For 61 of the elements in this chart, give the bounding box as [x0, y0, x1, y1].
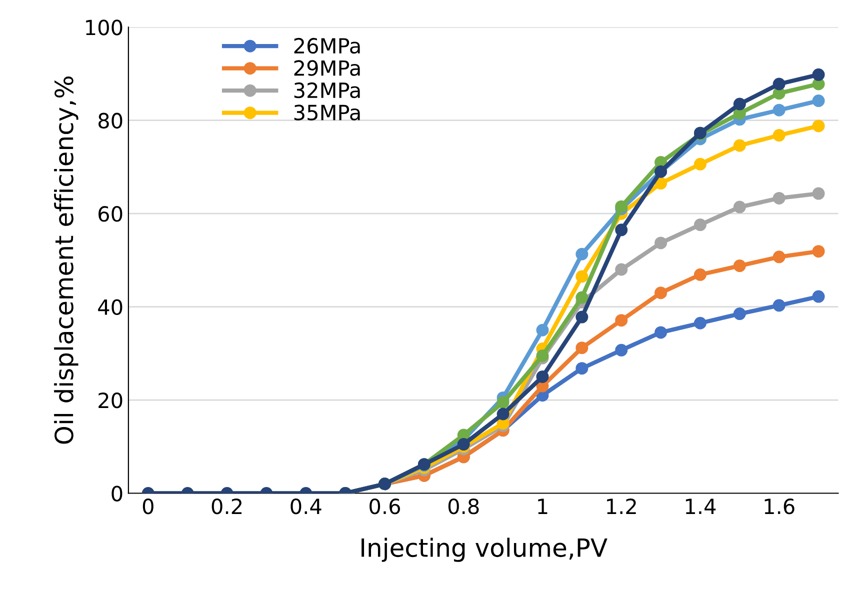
- point: [694, 268, 706, 281]
- point: [576, 270, 588, 283]
- y-tick-label: 60: [98, 206, 122, 222]
- point: [733, 139, 746, 152]
- point: [733, 200, 746, 214]
- point: [733, 260, 746, 272]
- point: [654, 236, 668, 250]
- point: [812, 245, 825, 258]
- x-tick-label: 0: [142, 498, 154, 514]
- point: [615, 263, 628, 276]
- x-tick-label: 0.8: [448, 498, 479, 514]
- point: [615, 200, 628, 213]
- point: [496, 396, 510, 409]
- legend-label: 29MPa: [294, 60, 360, 76]
- y-tick-label: 40: [98, 299, 122, 316]
- point: [536, 370, 549, 383]
- point: [772, 129, 786, 142]
- y-tick-label: 0: [112, 486, 122, 502]
- point: [733, 98, 746, 110]
- point: [576, 248, 588, 260]
- point: [496, 408, 510, 420]
- x-tick-label: 1: [538, 498, 548, 514]
- point: [772, 78, 786, 90]
- x-axis-title: Injecting volume,PV: [362, 538, 608, 562]
- point: [812, 120, 825, 132]
- x-tick-label: 0.2: [212, 498, 242, 514]
- point: [536, 324, 549, 336]
- point: [576, 342, 588, 354]
- point: [812, 187, 825, 200]
- x-tick-label: 1.2: [607, 498, 636, 514]
- point: [733, 308, 746, 320]
- point: [812, 290, 825, 303]
- point: [772, 299, 786, 312]
- legend-label: 26MPa: [294, 38, 360, 54]
- point: [615, 344, 628, 356]
- point: [576, 291, 588, 304]
- x-tick-label: 0.4: [290, 498, 322, 514]
- point: [812, 94, 825, 108]
- y-tick-label: 20: [98, 392, 122, 408]
- y-axis-title: Oil displacement efficiency,%: [54, 76, 78, 444]
- legend-label: 32MPa: [294, 82, 360, 98]
- point: [772, 104, 786, 116]
- point: [615, 224, 628, 236]
- point: [772, 250, 786, 264]
- point: [654, 286, 668, 300]
- point: [654, 326, 668, 339]
- point: [536, 350, 549, 362]
- point: [576, 362, 588, 375]
- point: [576, 310, 588, 324]
- x-tick-label: 1.6: [764, 498, 794, 514]
- point: [812, 68, 825, 81]
- x-tick-label: 0.6: [370, 498, 400, 514]
- y-tick-label: 80: [98, 112, 122, 129]
- legend-label: 35MPa: [294, 104, 360, 120]
- point: [615, 314, 628, 327]
- point: [694, 218, 706, 232]
- point: [772, 192, 786, 204]
- point: [694, 316, 706, 330]
- point: [694, 158, 706, 170]
- y-tick-label: 100: [86, 20, 122, 36]
- x-tick-label: 1.4: [686, 498, 716, 514]
